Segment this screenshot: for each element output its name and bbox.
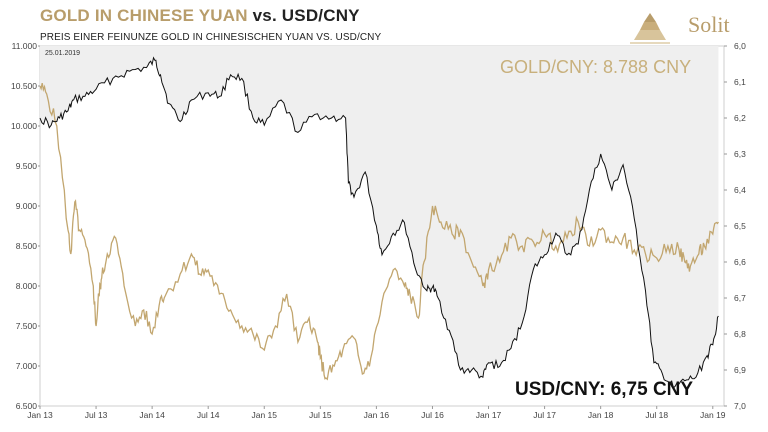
gold-annotation: GOLD/CNY: 8.788 CNY — [500, 57, 692, 77]
right-tick-label: 6,9 — [734, 365, 746, 375]
left-tick-label: 10.000 — [11, 121, 37, 131]
right-tick-label: 6,3 — [734, 149, 746, 159]
x-tick-label: Jan 15 — [251, 410, 277, 420]
usd-cny-line — [39, 56, 719, 389]
x-tick-label: Jan 16 — [364, 410, 390, 420]
x-tick-label: Jan 13 — [27, 410, 53, 420]
right-tick-label: 6,4 — [734, 185, 746, 195]
date-stamp: 25.01.2019 — [45, 50, 80, 57]
left-tick-label: 6.500 — [16, 401, 38, 411]
x-tick-label: Jan 18 — [588, 410, 614, 420]
right-tick-label: 6,5 — [734, 221, 746, 231]
right-tick-label: 6,6 — [734, 257, 746, 267]
solit-logo-icon — [630, 13, 670, 44]
x-tick-label: Jan 19 — [700, 410, 726, 420]
left-tick-label: 9.500 — [16, 161, 38, 171]
title-gold-part: GOLD IN CHINESE YUAN — [40, 6, 248, 25]
right-tick-label: 6,0 — [734, 41, 746, 51]
right-tick-label: 7,0 — [734, 401, 746, 411]
chart-subtitle: PREIS EINER FEINUNZE GOLD IN CHINESISCHE… — [40, 32, 382, 43]
x-tick-label: Jan 17 — [476, 410, 502, 420]
usd-annotation: USD/CNY: 6,75 CNY — [515, 379, 694, 400]
chart-title: GOLD IN CHINESE YUAN vs. USD/CNY — [40, 6, 360, 26]
usd-shaded-area — [40, 46, 719, 388]
left-tick-label: 7.000 — [16, 361, 38, 371]
right-tick-label: 6,2 — [734, 113, 746, 123]
x-tick-label: Jul 15 — [309, 410, 332, 420]
x-tick-label: Jul 17 — [533, 410, 556, 420]
x-tick-label: Jul 14 — [197, 410, 220, 420]
left-tick-label: 8.000 — [16, 281, 38, 291]
right-tick-label: 6,8 — [734, 329, 746, 339]
right-tick-label: 6,7 — [734, 293, 746, 303]
usd-area — [40, 46, 719, 388]
series-layer — [39, 56, 719, 389]
left-tick-label: 9.000 — [16, 201, 38, 211]
x-tick-label: Jul 16 — [421, 410, 444, 420]
x-tick-label: Jan 14 — [139, 410, 165, 420]
right-tick-label: 6,1 — [734, 77, 746, 87]
axes: 11.000 10.500 10.000 9.500 9.000 8.500 8.000 7.… — [11, 41, 746, 420]
left-tick-label: 11.000 — [12, 41, 38, 51]
left-tick-label: 7.500 — [16, 321, 38, 331]
gold-cny-line — [39, 82, 719, 381]
logo-text: Solit — [688, 12, 730, 37]
x-tick-label: Jul 18 — [645, 410, 668, 420]
x-tick-label: Jul 13 — [85, 410, 108, 420]
left-tick-label: 10.500 — [11, 81, 37, 91]
left-tick-label: 8.500 — [16, 241, 38, 251]
title-rest-part: vs. USD/CNY — [252, 6, 360, 25]
